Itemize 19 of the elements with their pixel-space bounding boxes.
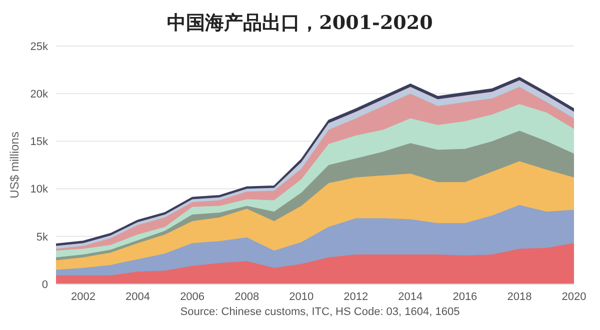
y-tick-label: 5k [36, 231, 48, 244]
y-tick-label: 15k [30, 136, 48, 148]
source-note: Source: Chinese customs, ITC, HS Code: 03, 1604, 1605 [179, 306, 461, 318]
x-tick-label: 2020 [562, 290, 586, 303]
y-tick-label: 0 [42, 278, 48, 291]
x-tick-label: 2008 [234, 290, 260, 303]
x-tick-label: 2012 [344, 290, 368, 303]
x-tick-label: 2002 [71, 290, 96, 303]
x-tick-label: 2018 [507, 290, 532, 303]
y-tick-label: 10k [30, 184, 48, 196]
x-tick-label: 2014 [398, 290, 423, 303]
x-tick-label: 2004 [126, 290, 150, 303]
chart-title: 中国海产品出口，2001-2020 [166, 11, 434, 36]
y-tick-label: 25k [30, 40, 48, 53]
x-tick-label: 2016 [452, 290, 478, 303]
y-tick-label: 20k [30, 88, 48, 101]
x-tick-label: 2006 [180, 290, 205, 303]
y-axis-title: US$ millions [7, 132, 22, 198]
x-tick-label: 2010 [289, 290, 314, 303]
